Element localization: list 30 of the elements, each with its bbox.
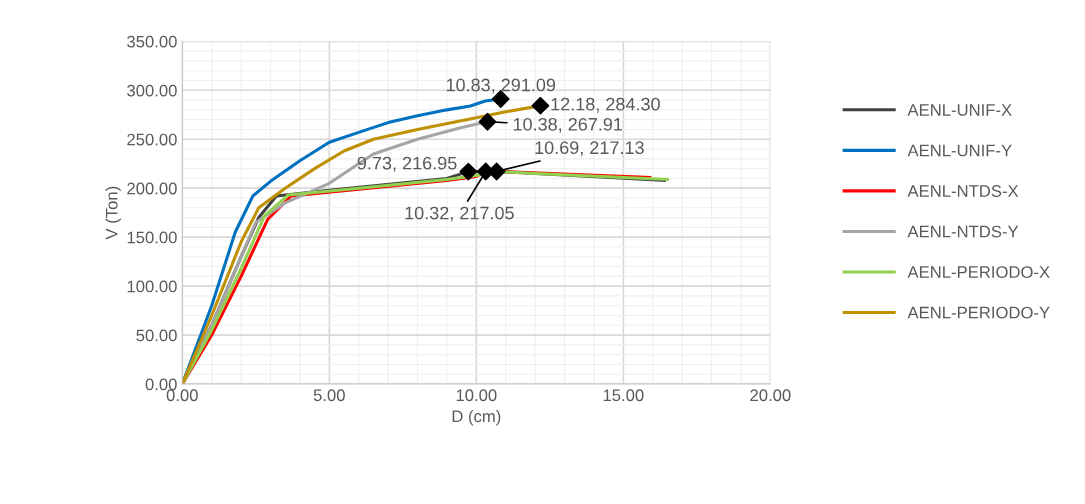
legend-label: AENL-UNIF-Y [907, 144, 1012, 157]
point [478, 112, 497, 131]
legend-label: AENL-PERIODO-X [907, 266, 1050, 278]
y-tick-label: 250.00 [127, 133, 177, 146]
x-tick-label: 5.00 [313, 389, 345, 402]
data-label: 9.73, 216.95 [357, 156, 457, 172]
y-tick-label: 150.00 [127, 231, 177, 244]
legend-label: AENL-NTDS-Y [907, 225, 1019, 238]
x-tick-label: 10.00 [456, 389, 497, 402]
legend-label: AENL-PERIODO-Y [907, 306, 1050, 319]
data-label: 10.69, 217.13 [535, 141, 644, 157]
legend-label: AENL-UNIF-X [907, 104, 1012, 116]
data-label: 10.32, 217.05 [405, 206, 514, 222]
x-tick-label: 0.00 [166, 389, 198, 402]
x-tick-label: 20.00 [750, 389, 791, 402]
y-tick-label: 0.00 [145, 378, 177, 391]
y-tick-label: 200.00 [127, 182, 177, 195]
data-label: 10.38, 267.91 [513, 117, 623, 133]
data-label: 10.83, 291.09 [446, 78, 556, 94]
legend-label: AENL-NTDS-X [907, 185, 1019, 197]
point [459, 162, 478, 181]
y-tick-label: 100.00 [127, 280, 177, 293]
data-label: 12.18, 284.30 [551, 97, 660, 113]
point [531, 96, 550, 115]
x-tick-label: 15.00 [603, 389, 644, 402]
y-tick-label: 350.00 [127, 35, 177, 48]
y-tick-label: 50.00 [136, 329, 177, 342]
x-axis-title: D (cm) [452, 410, 501, 426]
y-tick-label: 300.00 [127, 84, 177, 97]
y-axis-title: V (Ton) [105, 186, 121, 240]
